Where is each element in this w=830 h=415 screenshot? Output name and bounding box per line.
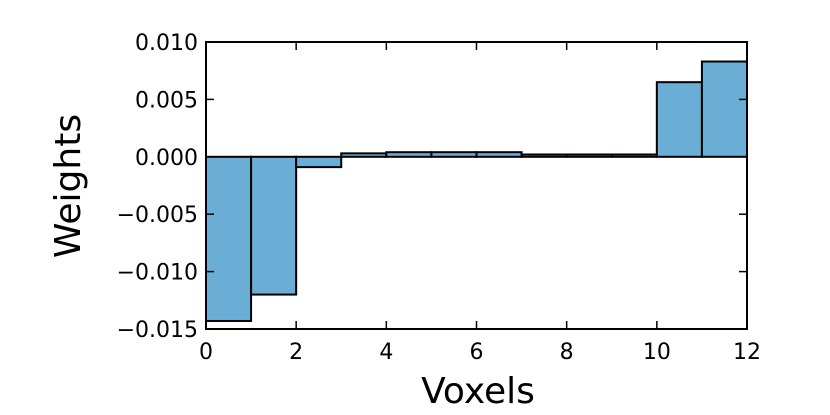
x-tick-label-5: 10 [643,340,671,365]
y-tick-label-2: 0.000 [135,146,198,171]
bar-1 [250,155,298,296]
y-tick-label-1: 0.005 [135,88,198,113]
x-tick-label-3: 6 [470,340,484,365]
y-tick-label-4: −0.010 [117,261,198,286]
x-tick-label-1: 2 [289,340,303,365]
x-axis-label: Voxels [421,371,535,412]
x-tick-label-2: 4 [379,340,393,365]
bar-10 [655,81,703,158]
plot-frame [205,41,748,330]
y-tick-label-3: −0.005 [117,203,198,228]
tick-labels-group: 0 2 4 6 8 10 12 0.010 0.005 0.000 −0.005 −0.010 −0.0… [117,31,761,365]
bar-11 [700,60,749,158]
y-tick-label-0: 0.010 [135,31,198,56]
bar-0 [205,155,253,322]
y-tick-label-5: −0.015 [117,318,198,343]
x-tick-label-4: 8 [560,340,574,365]
x-tick-label-6: 12 [733,340,761,365]
x-tick-label-0: 0 [199,340,213,365]
bar-2 [295,155,343,169]
y-axis-label: Weights [48,114,89,258]
